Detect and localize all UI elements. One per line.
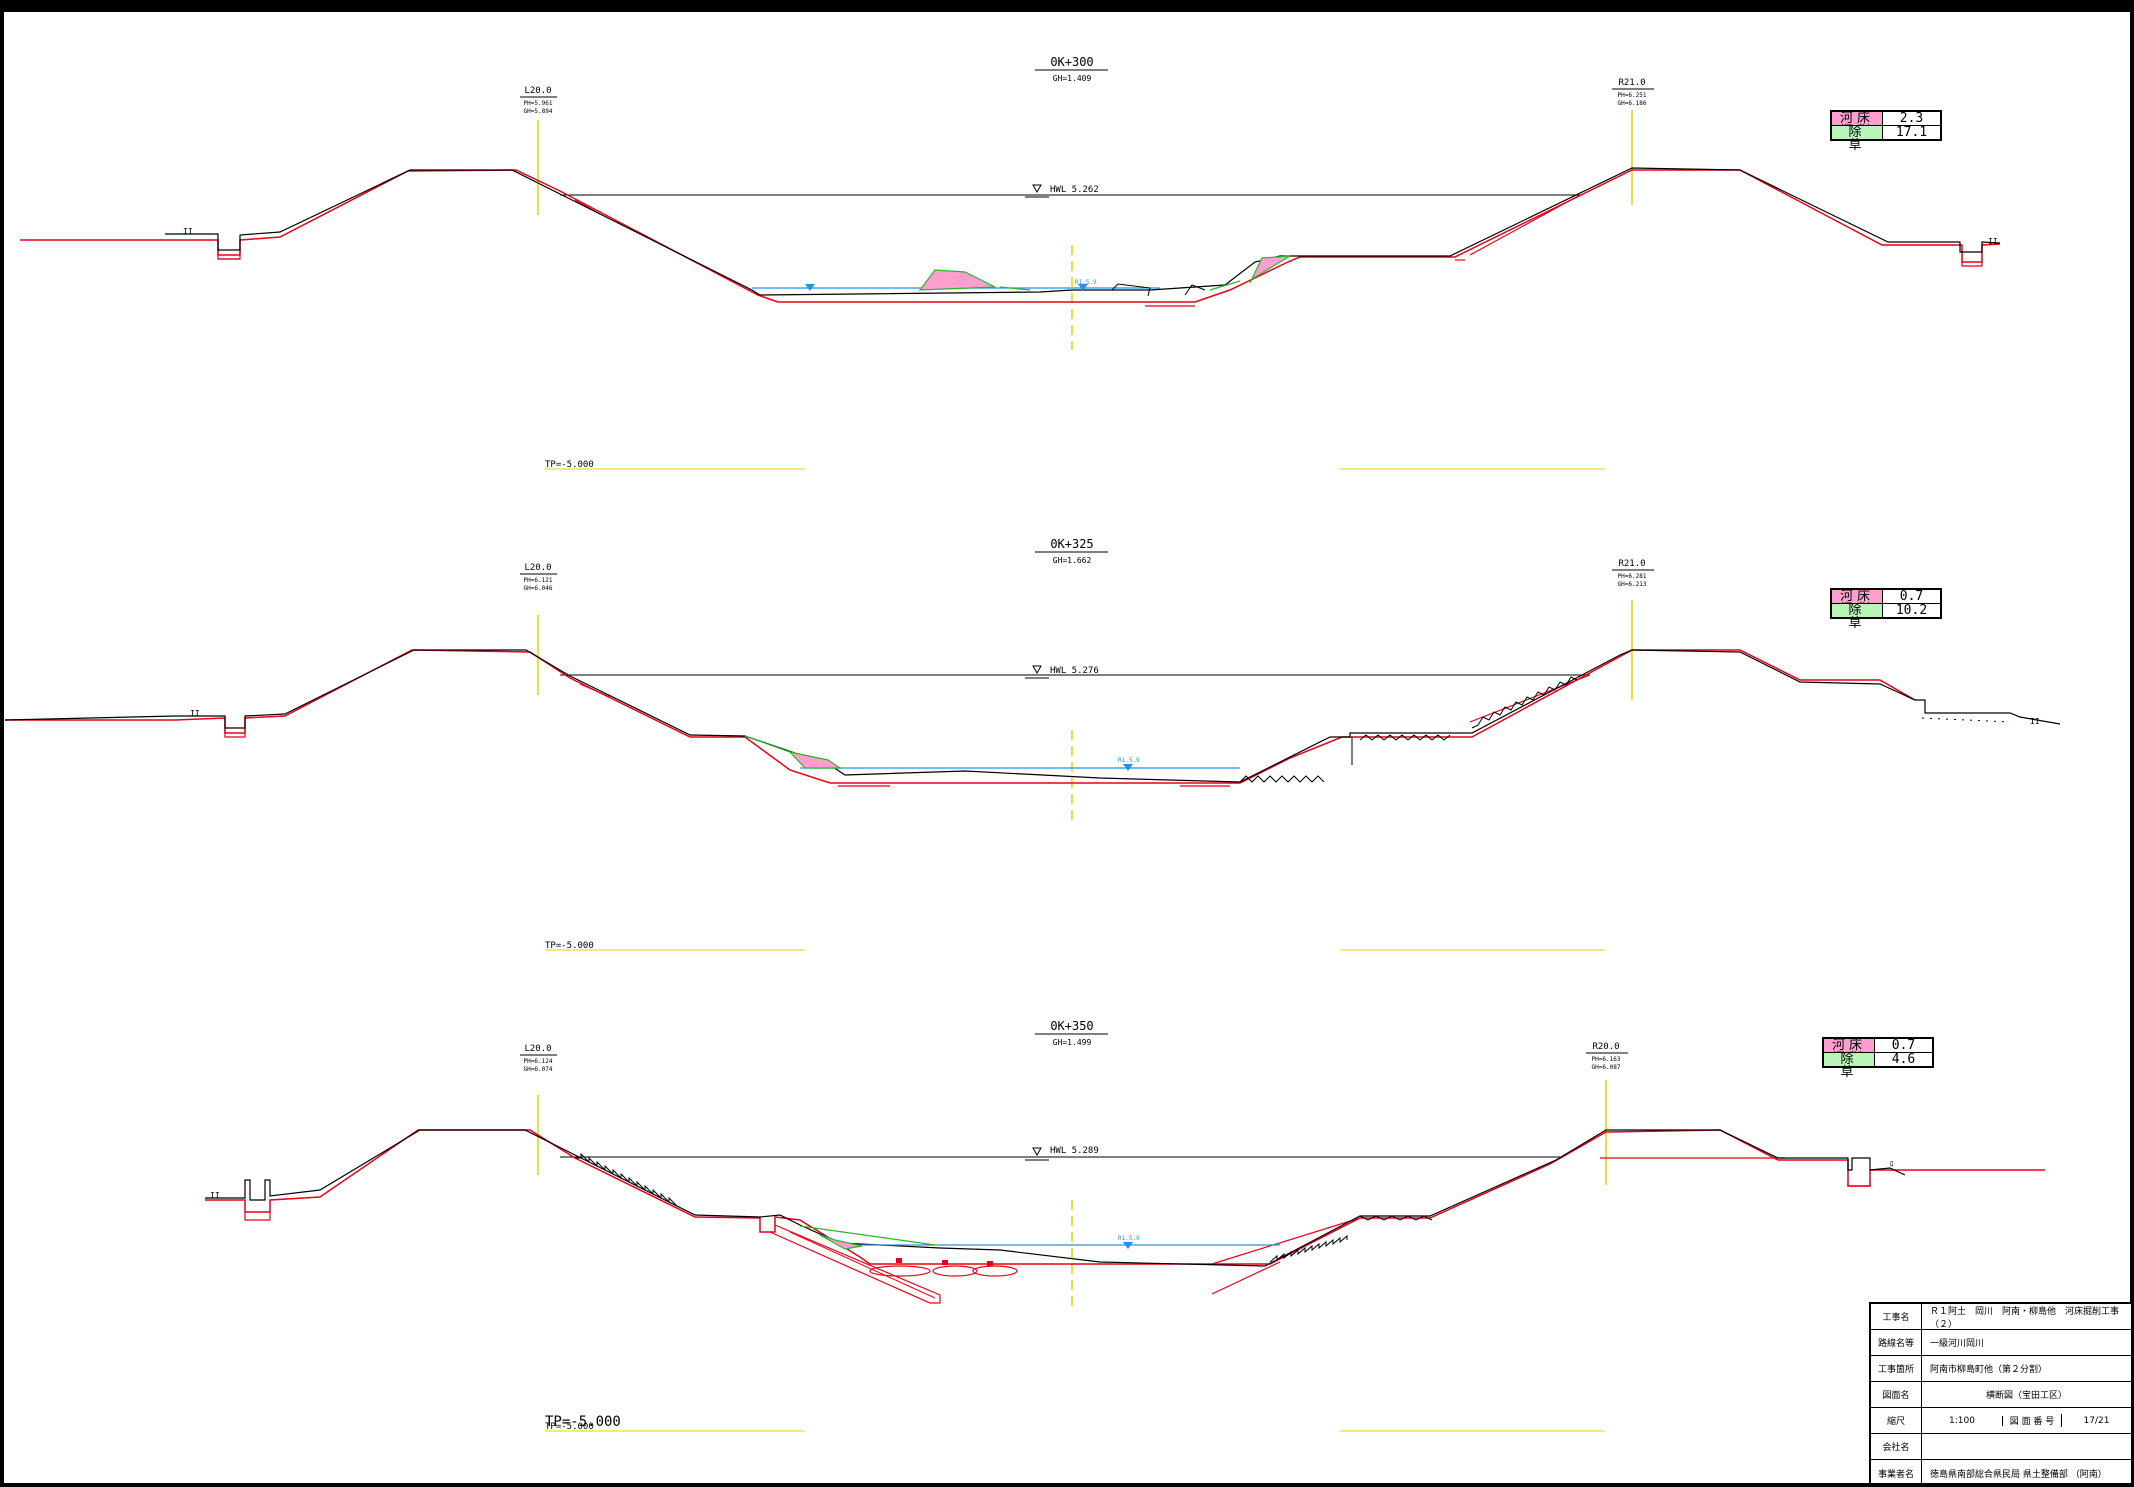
water-level-label: R1.5.9 xyxy=(1075,279,1097,286)
right-offset-label: R20.0 xyxy=(1592,1042,1619,1052)
excavation-label: 河床掘削 xyxy=(1824,1039,1875,1065)
weeding-value: 17.1 xyxy=(1895,125,1928,140)
location-value: 阿南市柳島町他（第２分割） xyxy=(1930,1365,2048,1375)
excavation-value: 2.3 xyxy=(1899,111,1924,126)
svg-text:II: II xyxy=(183,227,193,236)
svg-text:ﾛ: ﾛ xyxy=(1890,1160,1894,1168)
station-label: 0K+300 xyxy=(1050,55,1093,69)
company-row: 会社名 xyxy=(1871,1434,2131,1460)
right-plan-height: PH=6.163 xyxy=(1592,1056,1621,1063)
svg-text:II: II xyxy=(2030,717,2040,726)
hwl-label: HWL 5.289 xyxy=(1050,1146,1099,1156)
number-key: 図 面 番 号 xyxy=(2003,1414,2062,1427)
svg-text:II: II xyxy=(210,1191,220,1200)
company-value xyxy=(1922,1434,2131,1459)
water-level-label: R1.5.9 xyxy=(1118,1235,1140,1242)
left-offset-label: L20.0 xyxy=(524,1044,551,1054)
company-key: 会社名 xyxy=(1871,1434,1922,1459)
hwl-label: HWL 5.262 xyxy=(1050,185,1099,195)
weeding-value: 10.2 xyxy=(1895,603,1928,618)
owner-key: 事業者名 xyxy=(1871,1460,1922,1486)
quantity-legend-0k300: 河床掘削 2.3 除 草 17.1 xyxy=(1830,110,1942,152)
location-row: 工事箇所 阿南市柳島町他（第２分割） xyxy=(1871,1356,2131,1382)
ground-height-label: GH=1.409 xyxy=(1053,74,1092,83)
drawing-key: 図面名 xyxy=(1871,1382,1922,1407)
station-label: 0K+325 xyxy=(1050,537,1093,551)
route-row: 路線名等 一級河川岡川 xyxy=(1871,1330,2131,1356)
section-0k350: 0K+350 GH=1.499 L20.0 PH=6.124 GH=6.074 … xyxy=(205,1019,2045,1432)
hwl-label: HWL 5.276 xyxy=(1050,666,1099,676)
tp-label: TP=-5.000 xyxy=(545,1422,594,1432)
station-label: 0K+350 xyxy=(1050,1019,1093,1033)
right-plan-height: PH=6.281 xyxy=(1618,573,1647,580)
left-offset-label: L20.0 xyxy=(524,563,551,573)
left-plan-height: PH=6.124 xyxy=(524,1058,553,1065)
left-plan-height: PH=5.961 xyxy=(524,100,553,107)
excavation-label: 河床掘削 xyxy=(1832,112,1883,138)
left-ground-height: GH=5.894 xyxy=(524,108,553,115)
route-key: 路線名等 xyxy=(1871,1330,1922,1355)
owner-row: 事業者名 徳島県南部総合県民局 県土整備部 （阿南） xyxy=(1871,1460,2131,1486)
ground-height-label: GH=1.499 xyxy=(1053,1038,1092,1047)
right-ground-height: GH=6.087 xyxy=(1592,1064,1621,1071)
section-0k325: 0K+325 GH=1.662 L20.0 PH=6.121 GH=6.046 … xyxy=(4,537,2061,951)
scale-key: 縮尺 xyxy=(1871,1408,1922,1433)
tp-label: TP=-5.000 xyxy=(545,460,594,470)
quantity-legend-0k350: 河床掘削 0.7 除 草 4.6 xyxy=(1822,1037,1934,1079)
weeding-label: 除 草 xyxy=(1832,604,1883,630)
tp-overlay-label: TP=-5.000 xyxy=(545,1414,621,1430)
right-plan-height: PH=6.251 xyxy=(1618,92,1647,99)
left-ground-height: GH=6.046 xyxy=(524,585,553,592)
location-key: 工事箇所 xyxy=(1871,1356,1922,1381)
svg-text:II: II xyxy=(190,709,200,718)
project-key: 工事名 xyxy=(1871,1304,1922,1329)
left-plan-height: PH=6.121 xyxy=(524,577,553,584)
drawing-value: 横断図（宝田工区） xyxy=(1985,1391,2067,1401)
scale-row: 縮尺 1:100 図 面 番 号 17/21 xyxy=(1871,1408,2131,1434)
project-row: 工事名 Ｒ１阿土 岡川 阿南・柳島他 河床掘削工事（２） xyxy=(1871,1304,2131,1330)
scale-value: 1:100 xyxy=(1922,1415,2003,1426)
ground-height-label: GH=1.662 xyxy=(1053,556,1092,565)
excavation-value: 0.7 xyxy=(1899,589,1924,604)
owner-value: 徳島県南部総合県民局 県土整備部 （阿南） xyxy=(1930,1469,2107,1480)
title-block: 工事名 Ｒ１阿土 岡川 阿南・柳島他 河床掘削工事（２） 路線名等 一級河川岡川… xyxy=(1869,1302,2133,1486)
quantity-legend-0k325: 河床掘削 0.7 除 草 10.2 xyxy=(1830,588,1942,630)
left-offset-label: L20.0 xyxy=(524,86,551,96)
section-0k300: 0K+300 GH=1.409 L20.0 PH=5.961 GH=5.894 … xyxy=(20,55,2001,470)
left-ground-height: GH=6.074 xyxy=(524,1066,553,1073)
right-ground-height: GH=6.213 xyxy=(1618,581,1647,588)
weeding-label: 除 草 xyxy=(1832,126,1883,152)
excavation-value: 0.7 xyxy=(1891,1038,1916,1053)
right-offset-label: R21.0 xyxy=(1618,78,1645,88)
tp-label: TP=-5.000 xyxy=(545,941,594,951)
number-value: 17/21 xyxy=(2083,1415,2110,1426)
drawing-row: 図面名 横断図（宝田工区） xyxy=(1871,1382,2131,1408)
route-value: 一級河川岡川 xyxy=(1930,1339,1985,1349)
project-value: Ｒ１阿土 岡川 阿南・柳島他 河床掘削工事（２） xyxy=(1930,1306,2120,1330)
svg-text:II: II xyxy=(1988,237,1998,246)
right-offset-label: R21.0 xyxy=(1618,559,1645,569)
weeding-value: 4.6 xyxy=(1891,1052,1916,1067)
weeding-label: 除 草 xyxy=(1824,1053,1875,1079)
water-level-label: R1.5.9 xyxy=(1118,757,1140,764)
right-ground-height: GH=6.186 xyxy=(1618,100,1647,107)
excavation-label: 河床掘削 xyxy=(1832,590,1883,616)
